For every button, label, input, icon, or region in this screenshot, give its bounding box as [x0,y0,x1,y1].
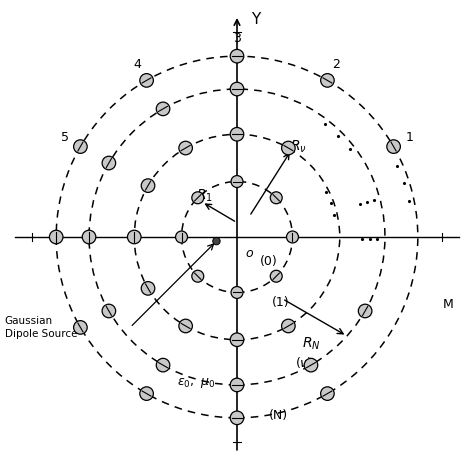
Text: (N): (N) [269,409,288,422]
Circle shape [140,387,154,401]
Circle shape [282,319,295,333]
Circle shape [156,358,170,372]
Circle shape [213,237,220,245]
Text: $\varepsilon_0,\ \mu_0$: $\varepsilon_0,\ \mu_0$ [177,376,215,390]
Circle shape [230,82,244,96]
Circle shape [230,128,244,141]
Circle shape [141,282,155,295]
Circle shape [141,179,155,192]
Circle shape [179,141,192,155]
Circle shape [102,156,116,170]
Circle shape [192,192,204,204]
Text: (0): (0) [260,255,277,268]
Text: 4: 4 [134,58,141,71]
Circle shape [304,358,318,372]
Circle shape [140,73,154,87]
Circle shape [230,411,244,425]
Circle shape [102,304,116,318]
Circle shape [387,140,401,154]
Circle shape [320,387,334,401]
Circle shape [270,192,282,204]
Text: 1: 1 [405,131,413,144]
Circle shape [128,230,141,244]
Text: Gaussian
Dipole Source: Gaussian Dipole Source [5,316,77,339]
Circle shape [49,230,63,244]
Text: (1): (1) [272,296,290,309]
Circle shape [73,320,87,334]
Text: ($\nu$): ($\nu$) [294,355,312,370]
Circle shape [270,270,282,282]
Circle shape [230,378,244,392]
Text: $R_\nu$: $R_\nu$ [290,138,307,155]
Circle shape [358,304,372,318]
Circle shape [82,230,96,244]
Circle shape [192,270,204,282]
Text: $R_1$: $R_1$ [196,188,212,204]
Circle shape [231,175,243,188]
Circle shape [156,102,170,116]
Circle shape [286,231,299,243]
Circle shape [179,319,192,333]
Text: $R_N$: $R_N$ [301,336,320,352]
Text: Y: Y [251,12,261,27]
Circle shape [175,231,188,243]
Text: $o$: $o$ [245,247,254,260]
Circle shape [230,333,244,346]
Text: 5: 5 [61,131,69,144]
Circle shape [231,286,243,299]
Text: 3: 3 [233,32,241,45]
Circle shape [282,141,295,155]
Text: M: M [443,298,453,311]
Circle shape [230,49,244,63]
Text: 2: 2 [333,58,340,71]
Circle shape [320,73,334,87]
Circle shape [73,140,87,154]
